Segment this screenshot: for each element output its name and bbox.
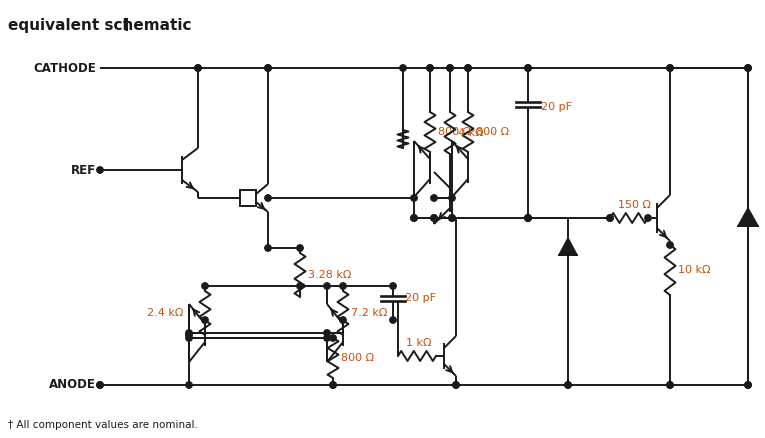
Circle shape [565, 382, 571, 388]
Circle shape [667, 65, 673, 71]
Circle shape [265, 195, 272, 201]
Circle shape [427, 65, 433, 71]
Polygon shape [738, 208, 758, 226]
Circle shape [607, 215, 614, 221]
Circle shape [607, 215, 614, 221]
Circle shape [340, 317, 347, 323]
Text: 1 kΩ: 1 kΩ [406, 338, 431, 348]
Circle shape [525, 215, 531, 221]
Circle shape [330, 382, 336, 388]
Circle shape [97, 167, 103, 173]
Circle shape [202, 283, 208, 289]
Circle shape [330, 335, 336, 341]
Circle shape [667, 65, 673, 71]
Circle shape [265, 245, 272, 251]
Text: equivalent schematic: equivalent schematic [8, 18, 191, 33]
Circle shape [411, 215, 417, 221]
Text: 800 Ω: 800 Ω [438, 127, 471, 137]
Text: 7.2 kΩ: 7.2 kΩ [351, 308, 387, 318]
Circle shape [202, 317, 208, 323]
Circle shape [745, 65, 751, 71]
Circle shape [525, 65, 531, 71]
Text: 20 pF: 20 pF [541, 102, 572, 112]
Circle shape [525, 215, 531, 221]
Circle shape [745, 65, 751, 71]
Circle shape [340, 283, 347, 289]
Circle shape [667, 382, 673, 388]
Circle shape [324, 335, 330, 341]
Text: REF: REF [71, 163, 96, 177]
Circle shape [411, 215, 417, 221]
Circle shape [195, 65, 201, 71]
Polygon shape [559, 238, 577, 255]
Circle shape [97, 382, 103, 388]
Circle shape [265, 65, 272, 71]
Circle shape [453, 382, 459, 388]
Circle shape [745, 382, 751, 388]
Text: 800 Ω: 800 Ω [476, 127, 509, 137]
Circle shape [390, 283, 396, 289]
Text: CATHODE: CATHODE [33, 61, 96, 74]
Circle shape [400, 65, 406, 71]
Circle shape [390, 317, 396, 323]
Circle shape [186, 332, 192, 338]
Circle shape [431, 215, 438, 221]
Text: †: † [123, 18, 131, 33]
Circle shape [447, 65, 453, 71]
Circle shape [745, 382, 751, 388]
Circle shape [645, 215, 651, 221]
Text: 10 kΩ: 10 kΩ [678, 265, 711, 275]
Circle shape [265, 65, 272, 71]
Circle shape [297, 283, 303, 289]
Text: 3.28 kΩ: 3.28 kΩ [308, 270, 351, 280]
Circle shape [324, 283, 330, 289]
Text: 800 Ω: 800 Ω [341, 353, 374, 363]
Circle shape [565, 382, 571, 388]
Circle shape [667, 382, 673, 388]
Circle shape [449, 215, 455, 221]
Circle shape [411, 195, 417, 201]
Circle shape [667, 242, 673, 248]
Text: 20 pF: 20 pF [405, 293, 436, 303]
Circle shape [427, 65, 433, 71]
Circle shape [449, 195, 455, 201]
Circle shape [525, 215, 531, 221]
Text: ANODE: ANODE [49, 378, 96, 392]
Circle shape [186, 382, 192, 388]
Bar [240, 190, 256, 206]
Text: 4 kΩ: 4 kΩ [458, 128, 483, 138]
Circle shape [431, 195, 438, 201]
Circle shape [525, 65, 531, 71]
Circle shape [431, 215, 438, 221]
Circle shape [330, 382, 336, 388]
Text: † All component values are nominal.: † All component values are nominal. [8, 420, 198, 430]
Circle shape [186, 330, 192, 336]
Circle shape [324, 330, 330, 336]
Circle shape [465, 65, 471, 71]
Circle shape [465, 65, 471, 71]
Circle shape [186, 335, 192, 341]
Text: 2.4 kΩ: 2.4 kΩ [147, 308, 184, 318]
Text: 150 Ω: 150 Ω [618, 200, 651, 210]
Circle shape [453, 382, 459, 388]
Circle shape [449, 215, 455, 221]
Circle shape [195, 65, 201, 71]
Circle shape [447, 65, 453, 71]
Circle shape [97, 382, 103, 388]
Circle shape [297, 245, 303, 251]
